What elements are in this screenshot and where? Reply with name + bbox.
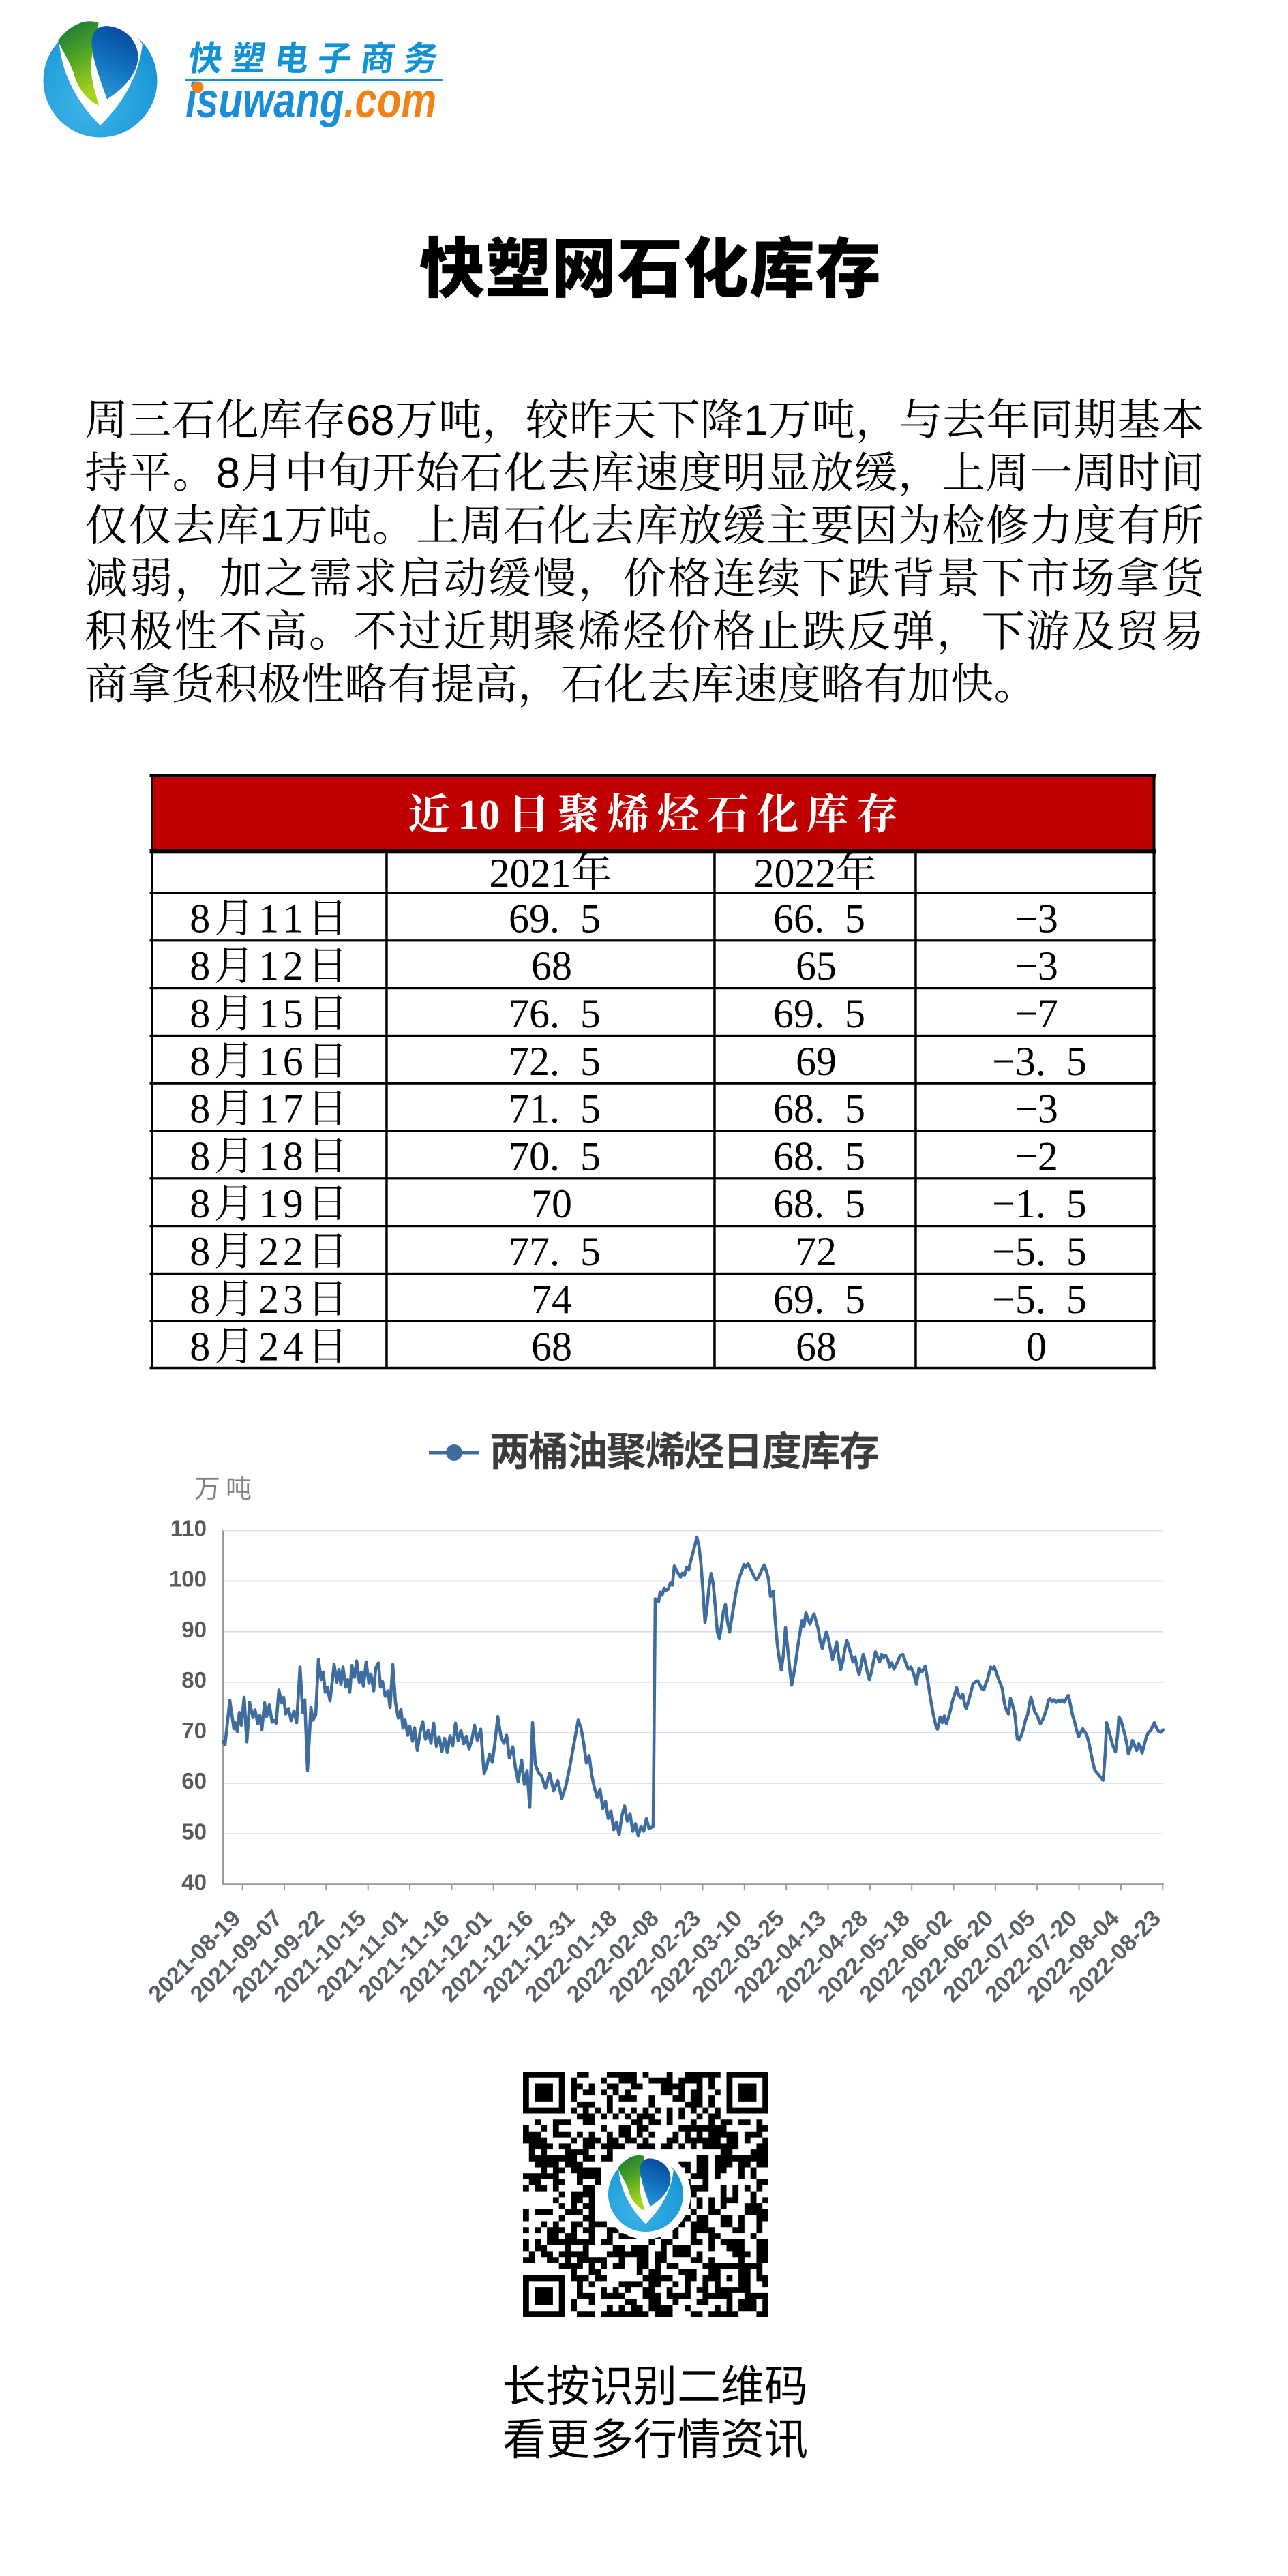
- svg-text:76. 5: 76. 5: [509, 991, 601, 1036]
- svg-text:69. 5: 69. 5: [509, 896, 601, 941]
- svg-text:68. 5: 68. 5: [773, 1134, 865, 1179]
- svg-text:2: 2: [283, 943, 303, 988]
- svg-text:68: 68: [796, 1324, 837, 1369]
- svg-text:8: 8: [190, 991, 210, 1036]
- svg-text:8: 8: [190, 896, 210, 941]
- svg-text:72: 72: [796, 1229, 837, 1274]
- svg-text:5: 5: [283, 991, 303, 1036]
- svg-text:−3: −3: [1015, 896, 1058, 941]
- svg-text:10: 10: [458, 792, 500, 838]
- svg-text:69: 69: [796, 1039, 837, 1084]
- svg-text:71. 5: 71. 5: [509, 1087, 601, 1132]
- svg-text:77. 5: 77. 5: [509, 1229, 601, 1274]
- svg-text:2: 2: [258, 1324, 279, 1369]
- svg-text:−1. 5: −1. 5: [992, 1181, 1087, 1226]
- svg-text:−5. 5: −5. 5: [992, 1229, 1087, 1274]
- svg-text:80: 80: [181, 1667, 207, 1693]
- svg-text:2022: 2022: [754, 851, 836, 896]
- svg-text:72. 5: 72. 5: [509, 1039, 601, 1084]
- svg-text:1: 1: [258, 943, 279, 988]
- svg-text:66. 5: 66. 5: [773, 896, 865, 941]
- svg-text:70: 70: [181, 1718, 207, 1743]
- svg-text:68: 68: [346, 397, 395, 444]
- svg-text:8: 8: [190, 1087, 210, 1132]
- svg-text:70: 70: [531, 1181, 572, 1226]
- svg-text:8: 8: [190, 1181, 210, 1226]
- svg-text:8: 8: [190, 1277, 210, 1322]
- svg-text:isuwang: isuwang: [185, 74, 344, 128]
- svg-text:8: 8: [190, 943, 210, 988]
- svg-text:1: 1: [258, 1181, 279, 1226]
- svg-text:3: 3: [283, 1277, 303, 1322]
- svg-text:68. 5: 68. 5: [773, 1087, 865, 1132]
- svg-text:−7: −7: [1015, 991, 1058, 1036]
- svg-text:.com: .com: [344, 74, 436, 128]
- svg-text:50: 50: [181, 1819, 207, 1844]
- svg-text:1: 1: [258, 1039, 279, 1084]
- svg-text:8: 8: [190, 1134, 210, 1179]
- svg-text:69. 5: 69. 5: [773, 991, 865, 1036]
- svg-text:1: 1: [260, 502, 284, 550]
- svg-text:68: 68: [531, 943, 572, 988]
- svg-text:110: 110: [170, 1516, 207, 1541]
- svg-text:1: 1: [258, 896, 279, 941]
- svg-text:68. 5: 68. 5: [773, 1181, 865, 1226]
- svg-text:−5. 5: −5. 5: [992, 1277, 1087, 1322]
- svg-text:−3. 5: −3. 5: [992, 1039, 1087, 1084]
- svg-text:8: 8: [190, 1324, 210, 1369]
- svg-text:8: 8: [283, 1134, 303, 1179]
- svg-text:8: 8: [190, 1229, 210, 1274]
- svg-text:0: 0: [1026, 1324, 1047, 1369]
- svg-text:2021: 2021: [490, 851, 571, 896]
- svg-text:2: 2: [258, 1277, 279, 1322]
- svg-text:65: 65: [796, 943, 837, 988]
- svg-text:2: 2: [283, 1229, 303, 1274]
- svg-text:−2: −2: [1015, 1134, 1058, 1179]
- svg-text:6: 6: [283, 1039, 303, 1084]
- svg-text:1: 1: [258, 991, 279, 1036]
- svg-text:4: 4: [283, 1324, 303, 1369]
- svg-text:8: 8: [216, 450, 240, 498]
- svg-text:8: 8: [190, 1039, 210, 1084]
- svg-text:1: 1: [744, 397, 768, 444]
- svg-text:74: 74: [531, 1277, 572, 1322]
- svg-text:90: 90: [181, 1617, 207, 1642]
- svg-text:100: 100: [169, 1566, 207, 1592]
- svg-text:70. 5: 70. 5: [509, 1134, 601, 1179]
- svg-text:−3: −3: [1015, 943, 1058, 988]
- svg-text:−3: −3: [1015, 1087, 1058, 1132]
- svg-text:2: 2: [258, 1229, 279, 1274]
- svg-text:40: 40: [181, 1870, 207, 1895]
- svg-text:60: 60: [181, 1768, 207, 1793]
- svg-text:1: 1: [258, 1087, 279, 1132]
- svg-text:7: 7: [283, 1087, 303, 1132]
- svg-text:1: 1: [258, 1134, 279, 1179]
- svg-text:68: 68: [531, 1324, 572, 1369]
- svg-text:9: 9: [283, 1181, 303, 1226]
- svg-text:69. 5: 69. 5: [773, 1277, 865, 1322]
- svg-text:1: 1: [283, 896, 303, 941]
